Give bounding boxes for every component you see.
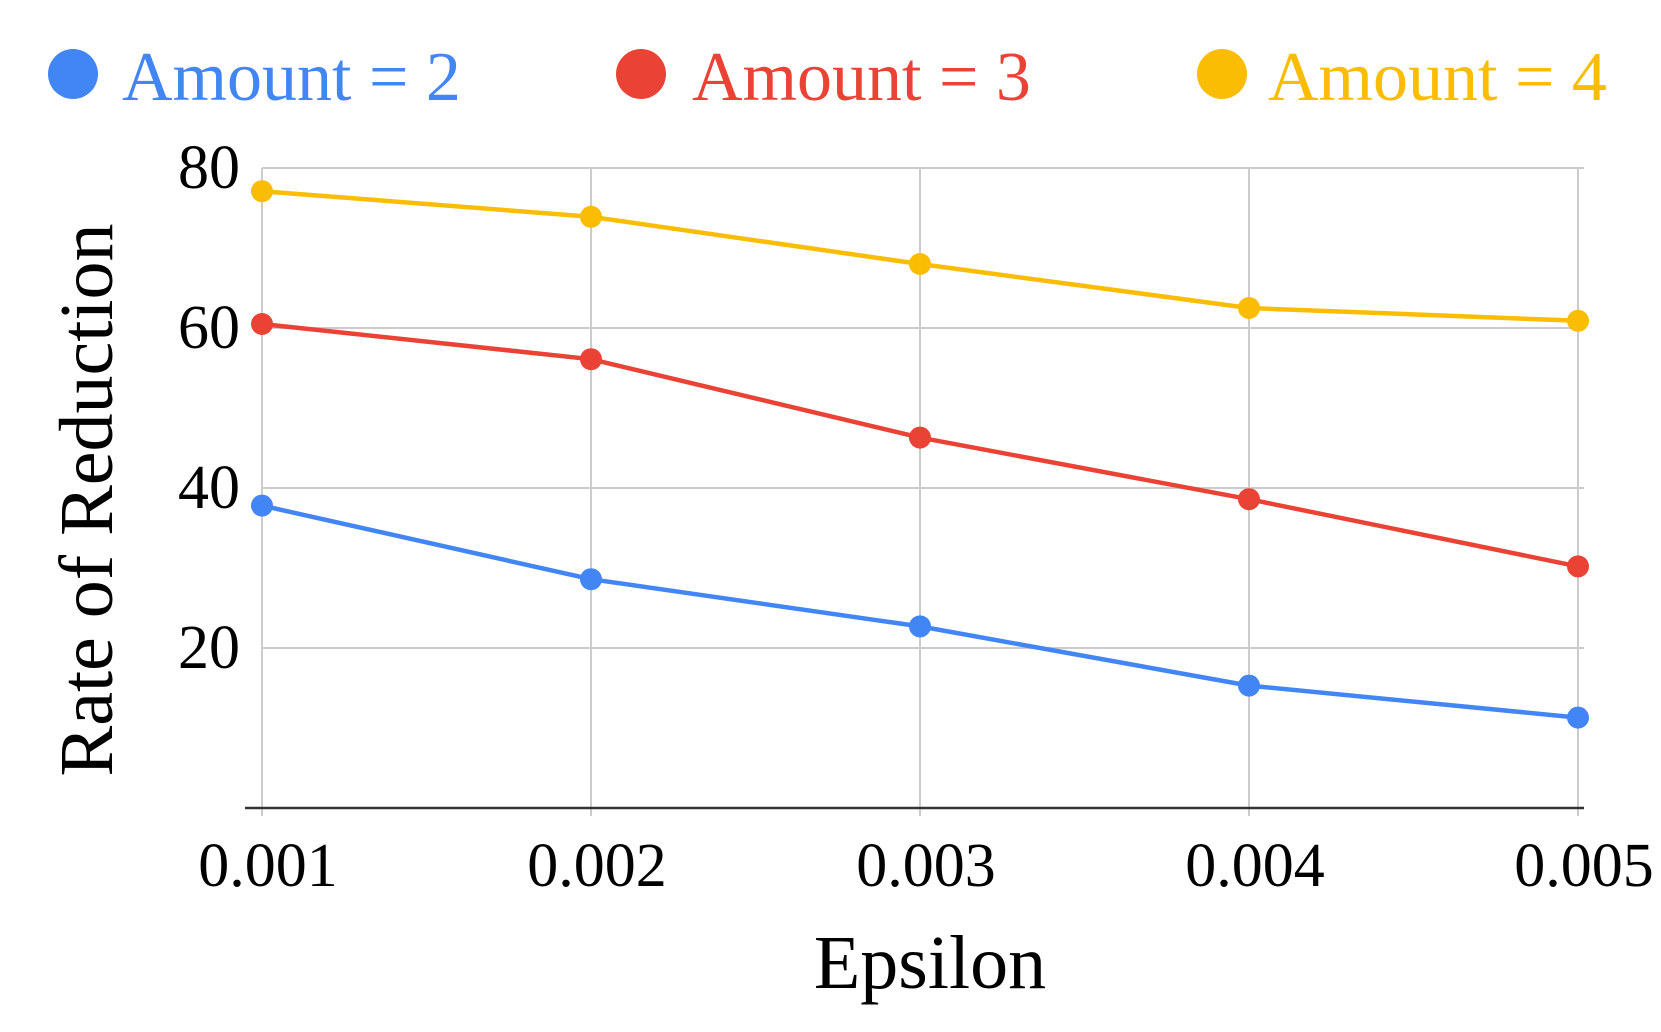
data-point xyxy=(1567,309,1589,332)
y-tick-label: 60 xyxy=(178,294,240,362)
data-point xyxy=(580,205,602,228)
data-point xyxy=(580,568,602,591)
x-axis-title: Epsilon xyxy=(814,921,1046,1005)
legend-label: Amount = 2 xyxy=(122,39,461,116)
legend-label: Amount = 3 xyxy=(692,39,1031,116)
data-point xyxy=(1238,297,1260,319)
data-point xyxy=(251,313,273,335)
legend-item: Amount = 2 xyxy=(48,39,461,116)
y-axis-title: Rate of Reduction xyxy=(45,224,129,777)
legend-item: Amount = 4 xyxy=(1197,39,1607,116)
legend-marker xyxy=(616,49,666,99)
series-group xyxy=(251,180,1589,332)
data-point xyxy=(1238,488,1260,511)
legend-marker xyxy=(1197,49,1247,99)
x-tick-label: 0.001 xyxy=(198,832,338,900)
series-group xyxy=(251,494,1589,729)
series-group xyxy=(251,313,1589,578)
series-layer xyxy=(251,180,1589,729)
x-tick-label: 0.005 xyxy=(1514,832,1654,900)
x-tick-label: 0.004 xyxy=(1185,832,1325,900)
data-point xyxy=(1567,555,1589,578)
y-tick-label: 20 xyxy=(178,614,240,682)
y-tick-label: 40 xyxy=(178,454,240,522)
data-point xyxy=(909,615,931,638)
data-point xyxy=(909,253,931,275)
data-point xyxy=(1567,706,1589,729)
legend-marker xyxy=(48,49,98,99)
y-axis-ticks: 20 40 60 80 xyxy=(178,134,240,682)
data-point xyxy=(251,494,273,517)
legend: Amount = 2 Amount = 3 Amount = 4 xyxy=(48,39,1607,116)
y-tick-label: 80 xyxy=(178,134,240,202)
data-point xyxy=(251,180,273,203)
y-gridlines xyxy=(262,167,1584,649)
x-tick-label: 0.003 xyxy=(856,832,996,900)
legend-label: Amount = 4 xyxy=(1268,39,1607,116)
x-tick-label: 0.002 xyxy=(527,832,667,900)
legend-item: Amount = 3 xyxy=(616,39,1031,116)
x-axis-ticks: 0.001 0.002 0.003 0.004 0.005 xyxy=(198,832,1654,900)
data-point xyxy=(580,348,602,371)
data-point xyxy=(1238,674,1260,697)
data-point xyxy=(909,426,931,449)
